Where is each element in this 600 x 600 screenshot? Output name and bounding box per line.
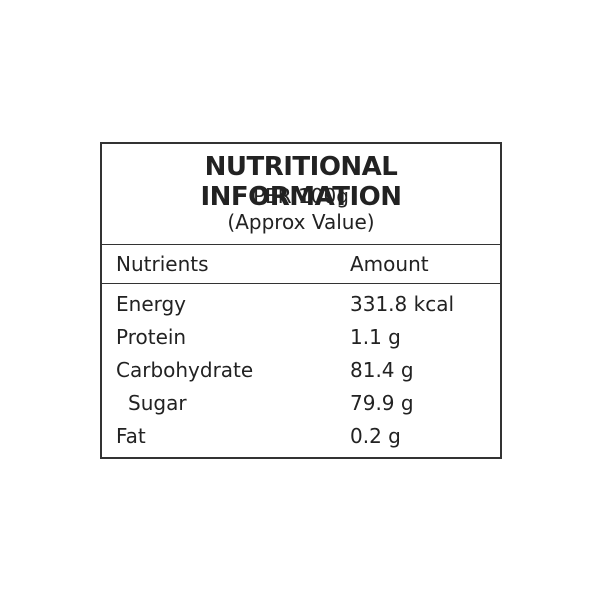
column-header: Nutrients: [116, 252, 209, 276]
nutrient: Energy: [116, 292, 187, 316]
title: NUTRITIONAL INFORMATION: [200, 152, 402, 212]
subtitle: PER 100g: [253, 184, 349, 208]
nutrient: Protein: [116, 325, 187, 349]
nutrient: Fat: [116, 424, 146, 448]
amount: 79.9 g: [350, 391, 414, 415]
nutrient: Carbohydrate: [116, 358, 254, 382]
amount: 81.4 g: [350, 358, 414, 382]
divider: [102, 244, 500, 245]
divider: [102, 283, 500, 284]
amount: 1.1 g: [350, 325, 401, 349]
nutrient: Sugar: [128, 391, 187, 415]
note: (Approx Value): [227, 210, 375, 234]
column-header: Amount: [350, 252, 429, 276]
nutrition-panel: NUTRITIONAL INFORMATION PER 100g (Approx…: [100, 142, 502, 459]
amount: 0.2 g: [350, 424, 401, 448]
amount: 331.8 kcal: [350, 292, 455, 316]
